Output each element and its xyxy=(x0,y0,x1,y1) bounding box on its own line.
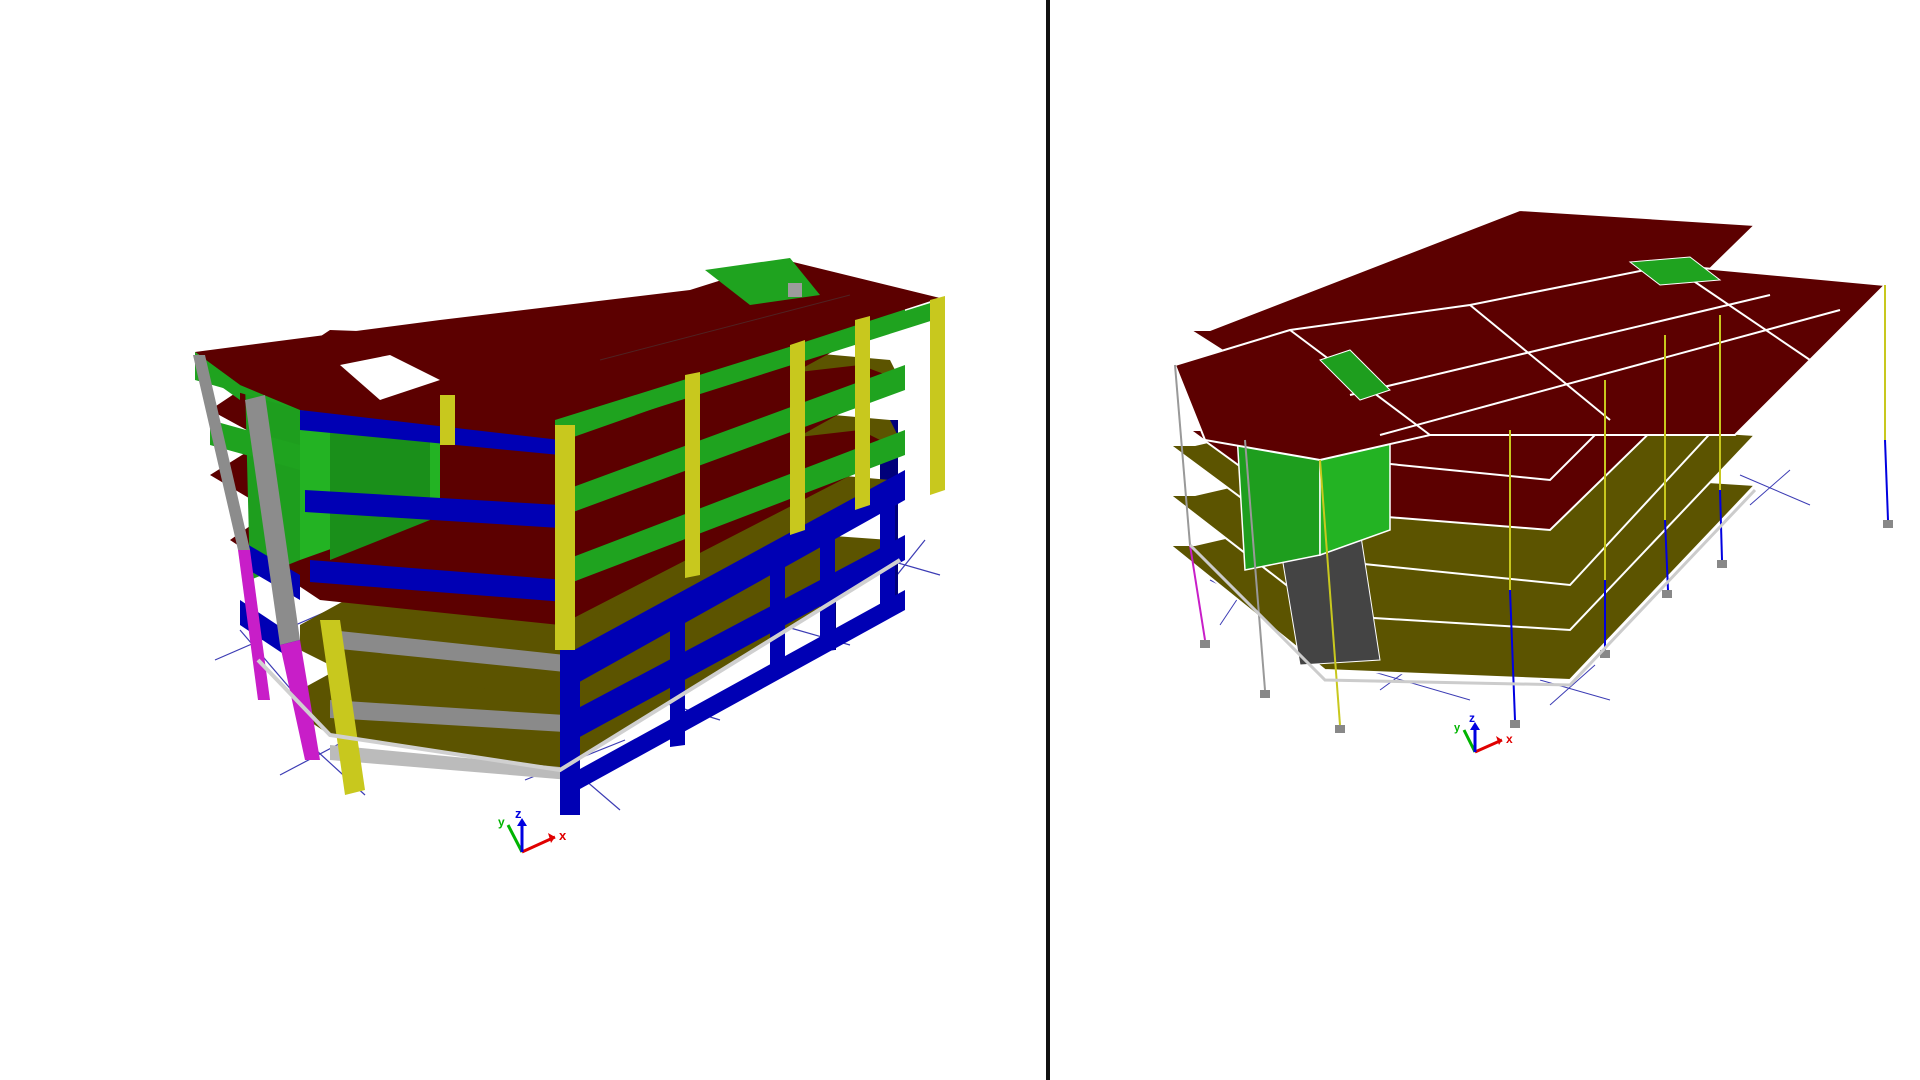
model-viewport-left[interactable]: x y z xyxy=(0,0,1046,1080)
roof-opening xyxy=(340,355,440,400)
axis-label-z: z xyxy=(515,806,522,821)
roof-slab-right xyxy=(1173,263,1888,462)
axis-label-z-right: z xyxy=(1469,711,1475,725)
viewport-splitter[interactable] xyxy=(1046,0,1050,1080)
gray-beams xyxy=(330,630,570,780)
axis-label-y: y xyxy=(498,815,505,829)
model-viewport-right[interactable]: x y z xyxy=(1050,0,1920,1080)
base-outline-right xyxy=(1188,488,1757,687)
left-columns xyxy=(193,355,320,760)
solid-model-canvas[interactable]: x y z xyxy=(0,0,1046,1080)
axis-triad: x y z xyxy=(498,806,567,854)
axis-label-x-right: x xyxy=(1506,732,1513,746)
supports xyxy=(1200,520,1893,733)
axis-label-x: x xyxy=(559,828,567,843)
roof-opening-right xyxy=(1319,349,1391,401)
roof-vent xyxy=(788,283,802,297)
yellow-columns xyxy=(320,296,945,795)
roof-green-patch-right xyxy=(1628,256,1722,286)
axis-label-y-right: y xyxy=(1454,722,1461,734)
base-outline xyxy=(256,558,902,773)
analytical-model-canvas[interactable]: x y z xyxy=(1050,0,1920,1080)
blue-columns xyxy=(560,503,895,815)
axis-triad-right: x y z xyxy=(1454,711,1513,754)
